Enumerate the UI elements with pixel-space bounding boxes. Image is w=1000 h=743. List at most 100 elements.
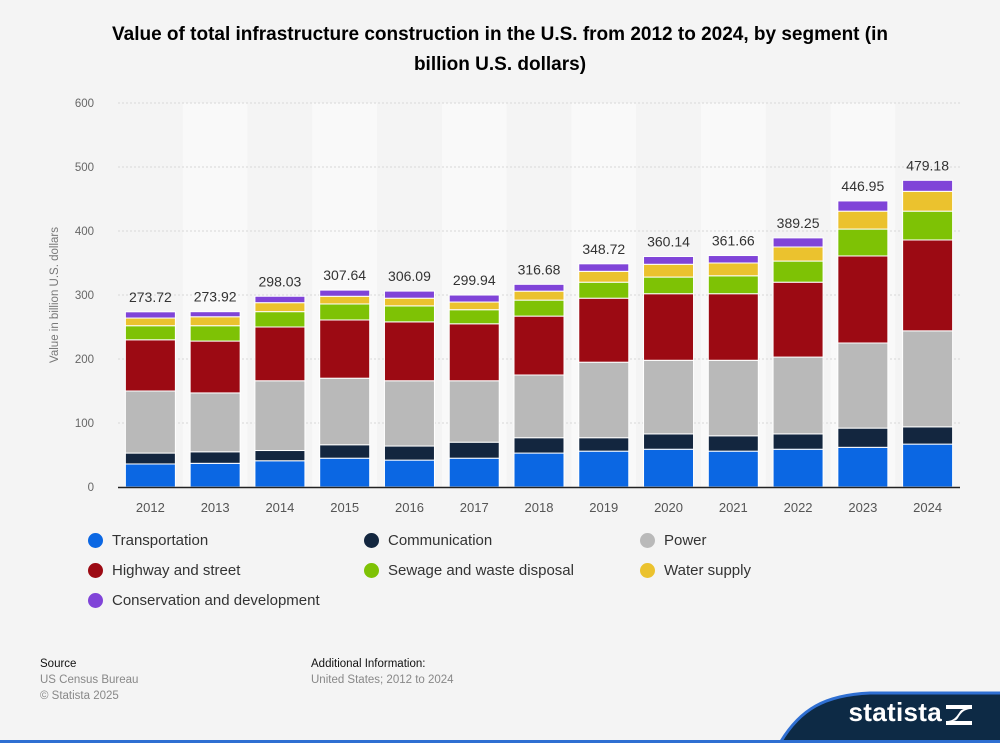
bar-segment-power[interactable] bbox=[254, 380, 306, 452]
legend-item[interactable]: Power bbox=[640, 532, 707, 549]
bar-segment-sewage-and-waste-disposal[interactable] bbox=[837, 228, 889, 257]
bar-segment-water-supply[interactable] bbox=[578, 270, 630, 283]
bar-segment-power[interactable] bbox=[578, 361, 630, 439]
bar-segment-highway-and-street[interactable] bbox=[902, 239, 954, 332]
bar-segment-water-supply[interactable] bbox=[383, 297, 435, 307]
bar-segment-power[interactable] bbox=[837, 342, 889, 429]
bar-segment-highway-and-street[interactable] bbox=[643, 293, 695, 361]
bar-segment-highway-and-street[interactable] bbox=[837, 255, 889, 344]
bar-segment-conservation-and-development[interactable] bbox=[319, 289, 371, 297]
bar-segment-highway-and-street[interactable] bbox=[513, 315, 565, 376]
bar-segment-water-supply[interactable] bbox=[902, 190, 954, 212]
bar-segment-conservation-and-development[interactable] bbox=[902, 179, 954, 192]
bar-segment-water-supply[interactable] bbox=[254, 302, 306, 313]
legend-item[interactable]: Sewage and waste disposal bbox=[364, 562, 574, 579]
bar-segment-sewage-and-waste-disposal[interactable] bbox=[707, 275, 759, 295]
bar-segment-highway-and-street[interactable] bbox=[383, 321, 435, 382]
bar-segment-highway-and-street[interactable] bbox=[189, 340, 241, 394]
bar-segment-communication[interactable] bbox=[902, 426, 954, 445]
bar-segment-sewage-and-waste-disposal[interactable] bbox=[383, 305, 435, 323]
bar-segment-highway-and-street[interactable] bbox=[124, 339, 176, 392]
bar-segment-transportation[interactable] bbox=[837, 446, 889, 488]
bar-segment-water-supply[interactable] bbox=[643, 263, 695, 278]
bar-segment-conservation-and-development[interactable] bbox=[578, 263, 630, 272]
bar-segment-transportation[interactable] bbox=[189, 462, 241, 488]
bar-segment-communication[interactable] bbox=[124, 452, 176, 465]
bar-segment-water-supply[interactable] bbox=[837, 210, 889, 230]
bar-segment-conservation-and-development[interactable] bbox=[448, 294, 500, 303]
bar-segment-conservation-and-development[interactable] bbox=[837, 200, 889, 212]
bar-segment-communication[interactable] bbox=[837, 427, 889, 448]
bar-segment-power[interactable] bbox=[902, 330, 954, 428]
bar-segment-transportation[interactable] bbox=[448, 457, 500, 488]
bar-segment-conservation-and-development[interactable] bbox=[383, 290, 435, 299]
bar-segment-transportation[interactable] bbox=[254, 460, 306, 488]
bar-segment-communication[interactable] bbox=[643, 433, 695, 450]
bar-segment-highway-and-street[interactable] bbox=[772, 281, 824, 358]
bar-segment-transportation[interactable] bbox=[902, 443, 954, 488]
bar-segment-sewage-and-waste-disposal[interactable] bbox=[772, 260, 824, 283]
bar-segment-power[interactable] bbox=[448, 380, 500, 443]
bar-segment-power[interactable] bbox=[189, 392, 241, 453]
statista-logo-text[interactable]: statista bbox=[848, 697, 942, 727]
bar-segment-highway-and-street[interactable] bbox=[254, 326, 306, 382]
bar-segment-power[interactable] bbox=[383, 380, 435, 447]
bar-segment-sewage-and-waste-disposal[interactable] bbox=[643, 276, 695, 295]
bar-segment-transportation[interactable] bbox=[319, 457, 371, 488]
bar-segment-conservation-and-development[interactable] bbox=[707, 255, 759, 264]
bar-segment-power[interactable] bbox=[772, 356, 824, 435]
legend-item[interactable]: Conservation and development bbox=[88, 592, 320, 609]
bar-segment-water-supply[interactable] bbox=[707, 262, 759, 277]
bar-segment-sewage-and-waste-disposal[interactable] bbox=[319, 303, 371, 321]
bar-segment-transportation[interactable] bbox=[383, 459, 435, 488]
bar-segment-transportation[interactable] bbox=[124, 463, 176, 488]
bar-segment-transportation[interactable] bbox=[513, 452, 565, 488]
bar-segment-power[interactable] bbox=[319, 377, 371, 446]
bar-segment-power[interactable] bbox=[707, 359, 759, 437]
bar-segment-power[interactable] bbox=[513, 374, 565, 439]
bar-segment-water-supply[interactable] bbox=[319, 295, 371, 305]
bar-segment-communication[interactable] bbox=[383, 445, 435, 461]
legend-item[interactable]: Highway and street bbox=[88, 562, 240, 579]
legend-item[interactable]: Transportation bbox=[88, 532, 208, 549]
bar-segment-transportation[interactable] bbox=[772, 448, 824, 488]
legend-item[interactable]: Water supply bbox=[640, 562, 751, 579]
bar-segment-conservation-and-development[interactable] bbox=[124, 311, 176, 319]
legend-item[interactable]: Communication bbox=[364, 532, 492, 549]
bar-segment-communication[interactable] bbox=[448, 441, 500, 459]
bar-segment-communication[interactable] bbox=[189, 451, 241, 464]
bar-segment-communication[interactable] bbox=[772, 433, 824, 450]
bar-segment-communication[interactable] bbox=[319, 444, 371, 459]
bar-segment-highway-and-street[interactable] bbox=[319, 319, 371, 379]
bar-segment-water-supply[interactable] bbox=[448, 301, 500, 311]
bar-segment-conservation-and-development[interactable] bbox=[772, 237, 824, 248]
bar-segment-sewage-and-waste-disposal[interactable] bbox=[124, 325, 176, 341]
bar-segment-communication[interactable] bbox=[578, 437, 630, 452]
bar-segment-water-supply[interactable] bbox=[189, 316, 241, 327]
bar-segment-conservation-and-development[interactable] bbox=[643, 256, 695, 265]
bar-segment-conservation-and-development[interactable] bbox=[513, 283, 565, 292]
bar-segment-highway-and-street[interactable] bbox=[707, 293, 759, 361]
bar-segment-power[interactable] bbox=[643, 359, 695, 435]
source-line[interactable]: US Census Bureau bbox=[40, 674, 139, 686]
bar-segment-transportation[interactable] bbox=[578, 450, 630, 488]
bar-segment-sewage-and-waste-disposal[interactable] bbox=[189, 325, 241, 342]
bar-segment-highway-and-street[interactable] bbox=[448, 323, 500, 382]
bar-segment-transportation[interactable] bbox=[707, 450, 759, 488]
bar-segment-sewage-and-waste-disposal[interactable] bbox=[902, 210, 954, 241]
bar-segment-water-supply[interactable] bbox=[124, 317, 176, 327]
bar-segment-water-supply[interactable] bbox=[513, 290, 565, 301]
bar-segment-water-supply[interactable] bbox=[772, 246, 824, 262]
statista-brand-panel[interactable] bbox=[780, 687, 1000, 743]
bar-segment-conservation-and-development[interactable] bbox=[189, 311, 241, 318]
bar-segment-conservation-and-development[interactable] bbox=[254, 295, 306, 304]
bar-segment-sewage-and-waste-disposal[interactable] bbox=[254, 311, 306, 328]
bar-segment-sewage-and-waste-disposal[interactable] bbox=[448, 309, 500, 325]
bar-segment-sewage-and-waste-disposal[interactable] bbox=[513, 299, 565, 317]
bar-segment-communication[interactable] bbox=[254, 450, 306, 462]
bar-segment-sewage-and-waste-disposal[interactable] bbox=[578, 281, 630, 299]
bar-segment-communication[interactable] bbox=[707, 435, 759, 452]
bar-segment-transportation[interactable] bbox=[643, 448, 695, 488]
bar-segment-highway-and-street[interactable] bbox=[578, 297, 630, 363]
bar-segment-communication[interactable] bbox=[513, 437, 565, 454]
